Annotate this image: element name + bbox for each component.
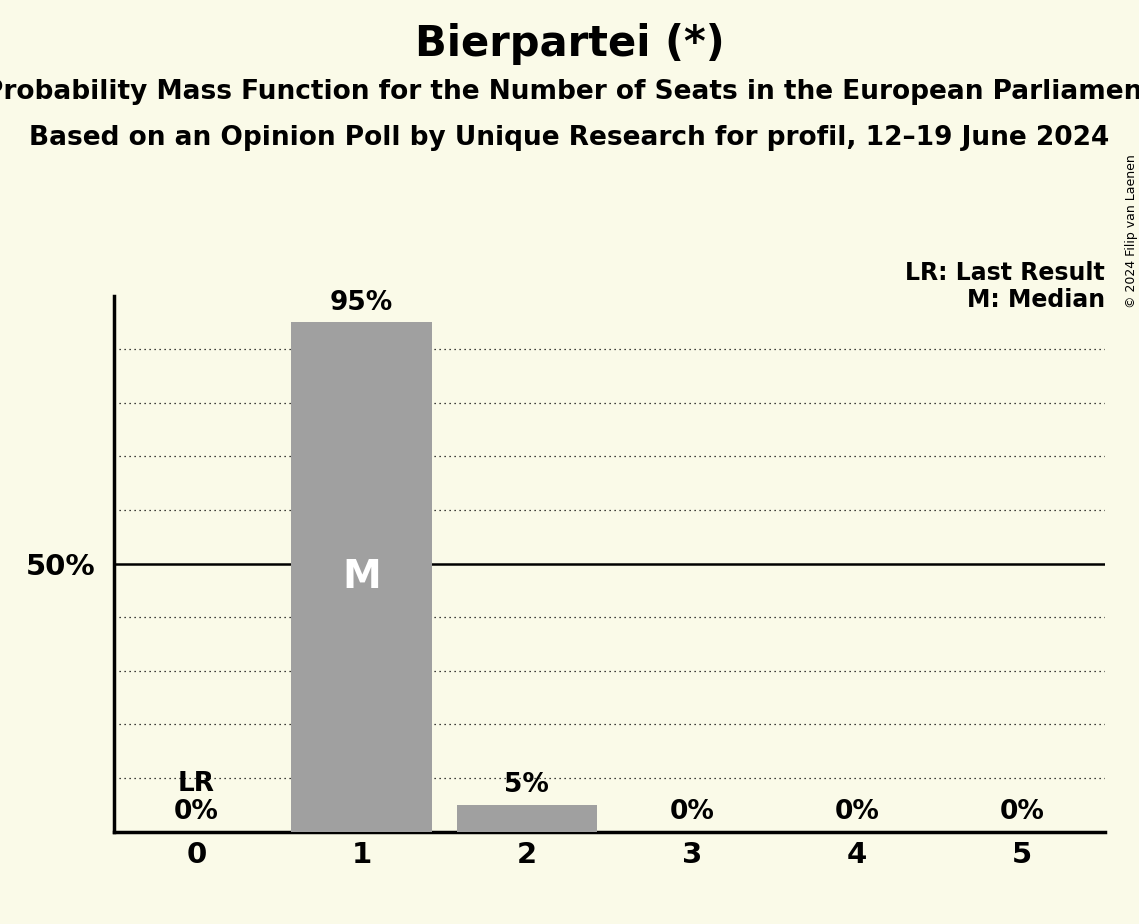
Text: LR: LR — [178, 771, 215, 796]
Bar — [457, 805, 597, 832]
Text: Probability Mass Function for the Number of Seats in the European Parliament: Probability Mass Function for the Number… — [0, 79, 1139, 104]
Text: 5%: 5% — [505, 772, 549, 798]
Text: Based on an Opinion Poll by Unique Research for profil, 12–19 June 2024: Based on an Opinion Poll by Unique Resea… — [30, 125, 1109, 151]
Text: Bierpartei (*): Bierpartei (*) — [415, 23, 724, 65]
Text: © 2024 Filip van Laenen: © 2024 Filip van Laenen — [1124, 154, 1138, 308]
Text: M: Median: M: Median — [967, 287, 1105, 311]
Text: LR: Last Result: LR: Last Result — [906, 261, 1105, 285]
Text: 0%: 0% — [1000, 799, 1044, 825]
Text: M: M — [342, 558, 382, 596]
Bar — [292, 322, 432, 832]
Text: 0%: 0% — [174, 799, 219, 825]
Text: 0%: 0% — [835, 799, 879, 825]
Text: 95%: 95% — [330, 290, 393, 316]
Text: 0%: 0% — [670, 799, 714, 825]
